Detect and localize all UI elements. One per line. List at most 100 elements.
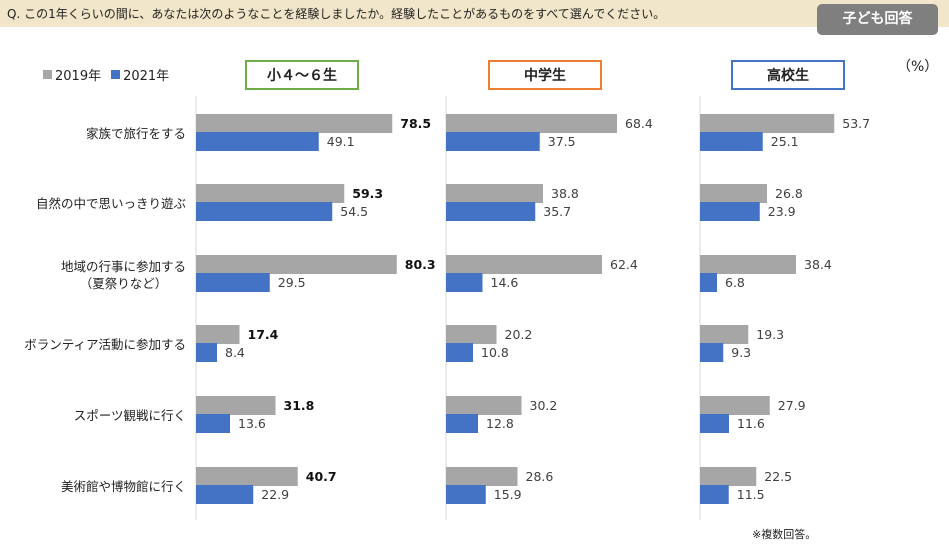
data-label-high-school-2021-2: 6.8 — [725, 275, 745, 290]
category-label-line: ボランティア活動に参加する — [24, 337, 186, 352]
data-label-elementary-2019-2: 80.3 — [405, 257, 436, 272]
bar-high-school-2021-5 — [700, 485, 729, 504]
bar-high-school-2021-2 — [700, 273, 717, 292]
bar-elementary-2021-3 — [196, 343, 217, 362]
legend-item-2021: 2021年 — [111, 65, 169, 84]
bar-elementary-2019-0 — [196, 114, 393, 133]
data-label-elementary-2021-5: 22.9 — [261, 487, 289, 502]
legend-swatch-2019 — [43, 70, 52, 79]
bar-elementary-2019-1 — [196, 184, 345, 203]
panel-title-high-school: 高校生 — [731, 60, 845, 90]
bar-junior-high-2021-1 — [446, 202, 536, 221]
category-label-0: 家族で旅行をする — [86, 125, 186, 142]
data-label-elementary-2019-4: 31.8 — [284, 398, 315, 413]
bar-high-school-2019-3 — [700, 325, 749, 344]
bar-junior-high-2019-4 — [446, 396, 522, 415]
category-label-line: スポーツ観戦に行く — [73, 408, 186, 423]
data-label-elementary-2019-3: 17.4 — [248, 327, 279, 342]
data-label-junior-high-2019-3: 20.2 — [505, 327, 533, 342]
bar-elementary-2021-2 — [196, 273, 270, 292]
category-label-line: 自然の中で思いっきり遊ぶ — [35, 196, 186, 211]
bar-elementary-2021-0 — [196, 132, 319, 151]
footnote: ※複数回答。 — [752, 528, 817, 541]
data-label-high-school-2019-2: 38.4 — [804, 257, 832, 272]
category-label-3: ボランティア活動に参加する — [24, 336, 186, 353]
question-text: Q. この1年くらいの間に、あなたは次のようなことを経験しましたか。経験したこと… — [7, 7, 666, 21]
bar-elementary-2019-5 — [196, 467, 298, 486]
data-label-elementary-2021-3: 8.4 — [225, 345, 245, 360]
legend-label-2019: 2019年 — [55, 69, 102, 84]
data-label-elementary-2021-1: 54.5 — [340, 204, 368, 219]
bar-high-school-2021-1 — [700, 202, 760, 221]
bar-junior-high-2019-1 — [446, 184, 543, 203]
category-label-4: スポーツ観戦に行く — [74, 407, 186, 424]
bar-junior-high-2021-0 — [446, 132, 540, 151]
category-label-1: 自然の中で思いっきり遊ぶ — [36, 195, 186, 212]
category-label-2: 地域の行事に参加する （夏祭りなど） — [61, 258, 186, 292]
legend-item-2019: 2019年 — [43, 65, 101, 84]
category-label-5: 美術館や博物館に行く — [61, 478, 186, 495]
bar-high-school-2019-5 — [700, 467, 757, 486]
bar-high-school-2021-0 — [700, 132, 763, 151]
data-label-high-school-2019-0: 53.7 — [842, 116, 870, 131]
legend: 2019年 2021年 — [43, 65, 179, 84]
bar-elementary-2021-5 — [196, 485, 254, 504]
bar-high-school-2021-4 — [700, 414, 729, 433]
bar-junior-high-2021-2 — [446, 273, 483, 292]
bar-junior-high-2019-3 — [446, 325, 497, 344]
data-label-junior-high-2021-4: 12.8 — [486, 416, 514, 431]
bar-junior-high-2019-2 — [446, 255, 602, 274]
bar-high-school-2019-0 — [700, 114, 835, 133]
panel-title-junior-high: 中学生 — [488, 60, 602, 90]
bar-junior-high-2019-0 — [446, 114, 617, 133]
category-label-line: 家族で旅行をする — [85, 126, 186, 141]
category-label-line: 美術館や博物館に行く — [60, 479, 186, 494]
data-label-elementary-2019-0: 78.5 — [400, 116, 431, 131]
data-label-junior-high-2021-0: 37.5 — [548, 134, 576, 149]
data-label-high-school-2021-3: 9.3 — [731, 345, 751, 360]
data-label-elementary-2021-2: 29.5 — [278, 275, 306, 290]
unit-label: （%） — [897, 59, 939, 75]
bar-elementary-2021-4 — [196, 414, 230, 433]
data-label-high-school-2019-1: 26.8 — [775, 186, 803, 201]
data-label-junior-high-2019-4: 30.2 — [530, 398, 558, 413]
bar-elementary-2021-1 — [196, 202, 333, 221]
data-label-elementary-2021-4: 13.6 — [238, 416, 266, 431]
data-label-junior-high-2019-5: 28.6 — [526, 469, 554, 484]
data-label-elementary-2019-5: 40.7 — [306, 469, 337, 484]
respondent-badge: 子ども回答 — [817, 4, 938, 35]
data-label-high-school-2021-4: 11.6 — [737, 416, 765, 431]
bar-junior-high-2021-4 — [446, 414, 478, 433]
legend-label-2021: 2021年 — [123, 69, 170, 84]
category-label-line: 地域の行事に参加する — [60, 258, 186, 274]
data-label-junior-high-2021-1: 35.7 — [543, 204, 571, 219]
data-label-high-school-2021-0: 25.1 — [771, 134, 799, 149]
bar-elementary-2019-4 — [196, 396, 276, 415]
legend-swatch-2021 — [111, 70, 121, 79]
data-label-junior-high-2021-3: 10.8 — [481, 345, 509, 360]
data-label-elementary-2021-0: 49.1 — [327, 134, 355, 149]
panel-title-elementary: 小４～６生 — [245, 60, 359, 90]
data-label-high-school-2021-1: 23.9 — [768, 204, 796, 219]
question-bar — [0, 0, 949, 27]
data-label-high-school-2019-5: 22.5 — [764, 469, 792, 484]
bar-junior-high-2019-5 — [446, 467, 518, 486]
bar-elementary-2019-3 — [196, 325, 240, 344]
bar-junior-high-2021-3 — [446, 343, 473, 362]
data-label-junior-high-2019-0: 68.4 — [625, 116, 653, 131]
data-label-high-school-2019-4: 27.9 — [778, 398, 806, 413]
data-label-elementary-2019-1: 59.3 — [352, 186, 383, 201]
data-label-junior-high-2021-2: 14.6 — [491, 275, 519, 290]
bar-high-school-2019-1 — [700, 184, 767, 203]
data-label-junior-high-2021-5: 15.9 — [494, 487, 522, 502]
bar-junior-high-2021-5 — [446, 485, 486, 504]
data-label-high-school-2019-3: 19.3 — [756, 327, 784, 342]
bar-high-school-2021-3 — [700, 343, 724, 362]
bar-high-school-2019-4 — [700, 396, 770, 415]
data-label-junior-high-2019-1: 38.8 — [551, 186, 579, 201]
category-label-line: （夏祭りなど） — [79, 275, 168, 291]
data-label-high-school-2021-5: 11.5 — [737, 487, 765, 502]
data-label-junior-high-2019-2: 62.4 — [610, 257, 638, 272]
bar-elementary-2019-2 — [196, 255, 397, 274]
